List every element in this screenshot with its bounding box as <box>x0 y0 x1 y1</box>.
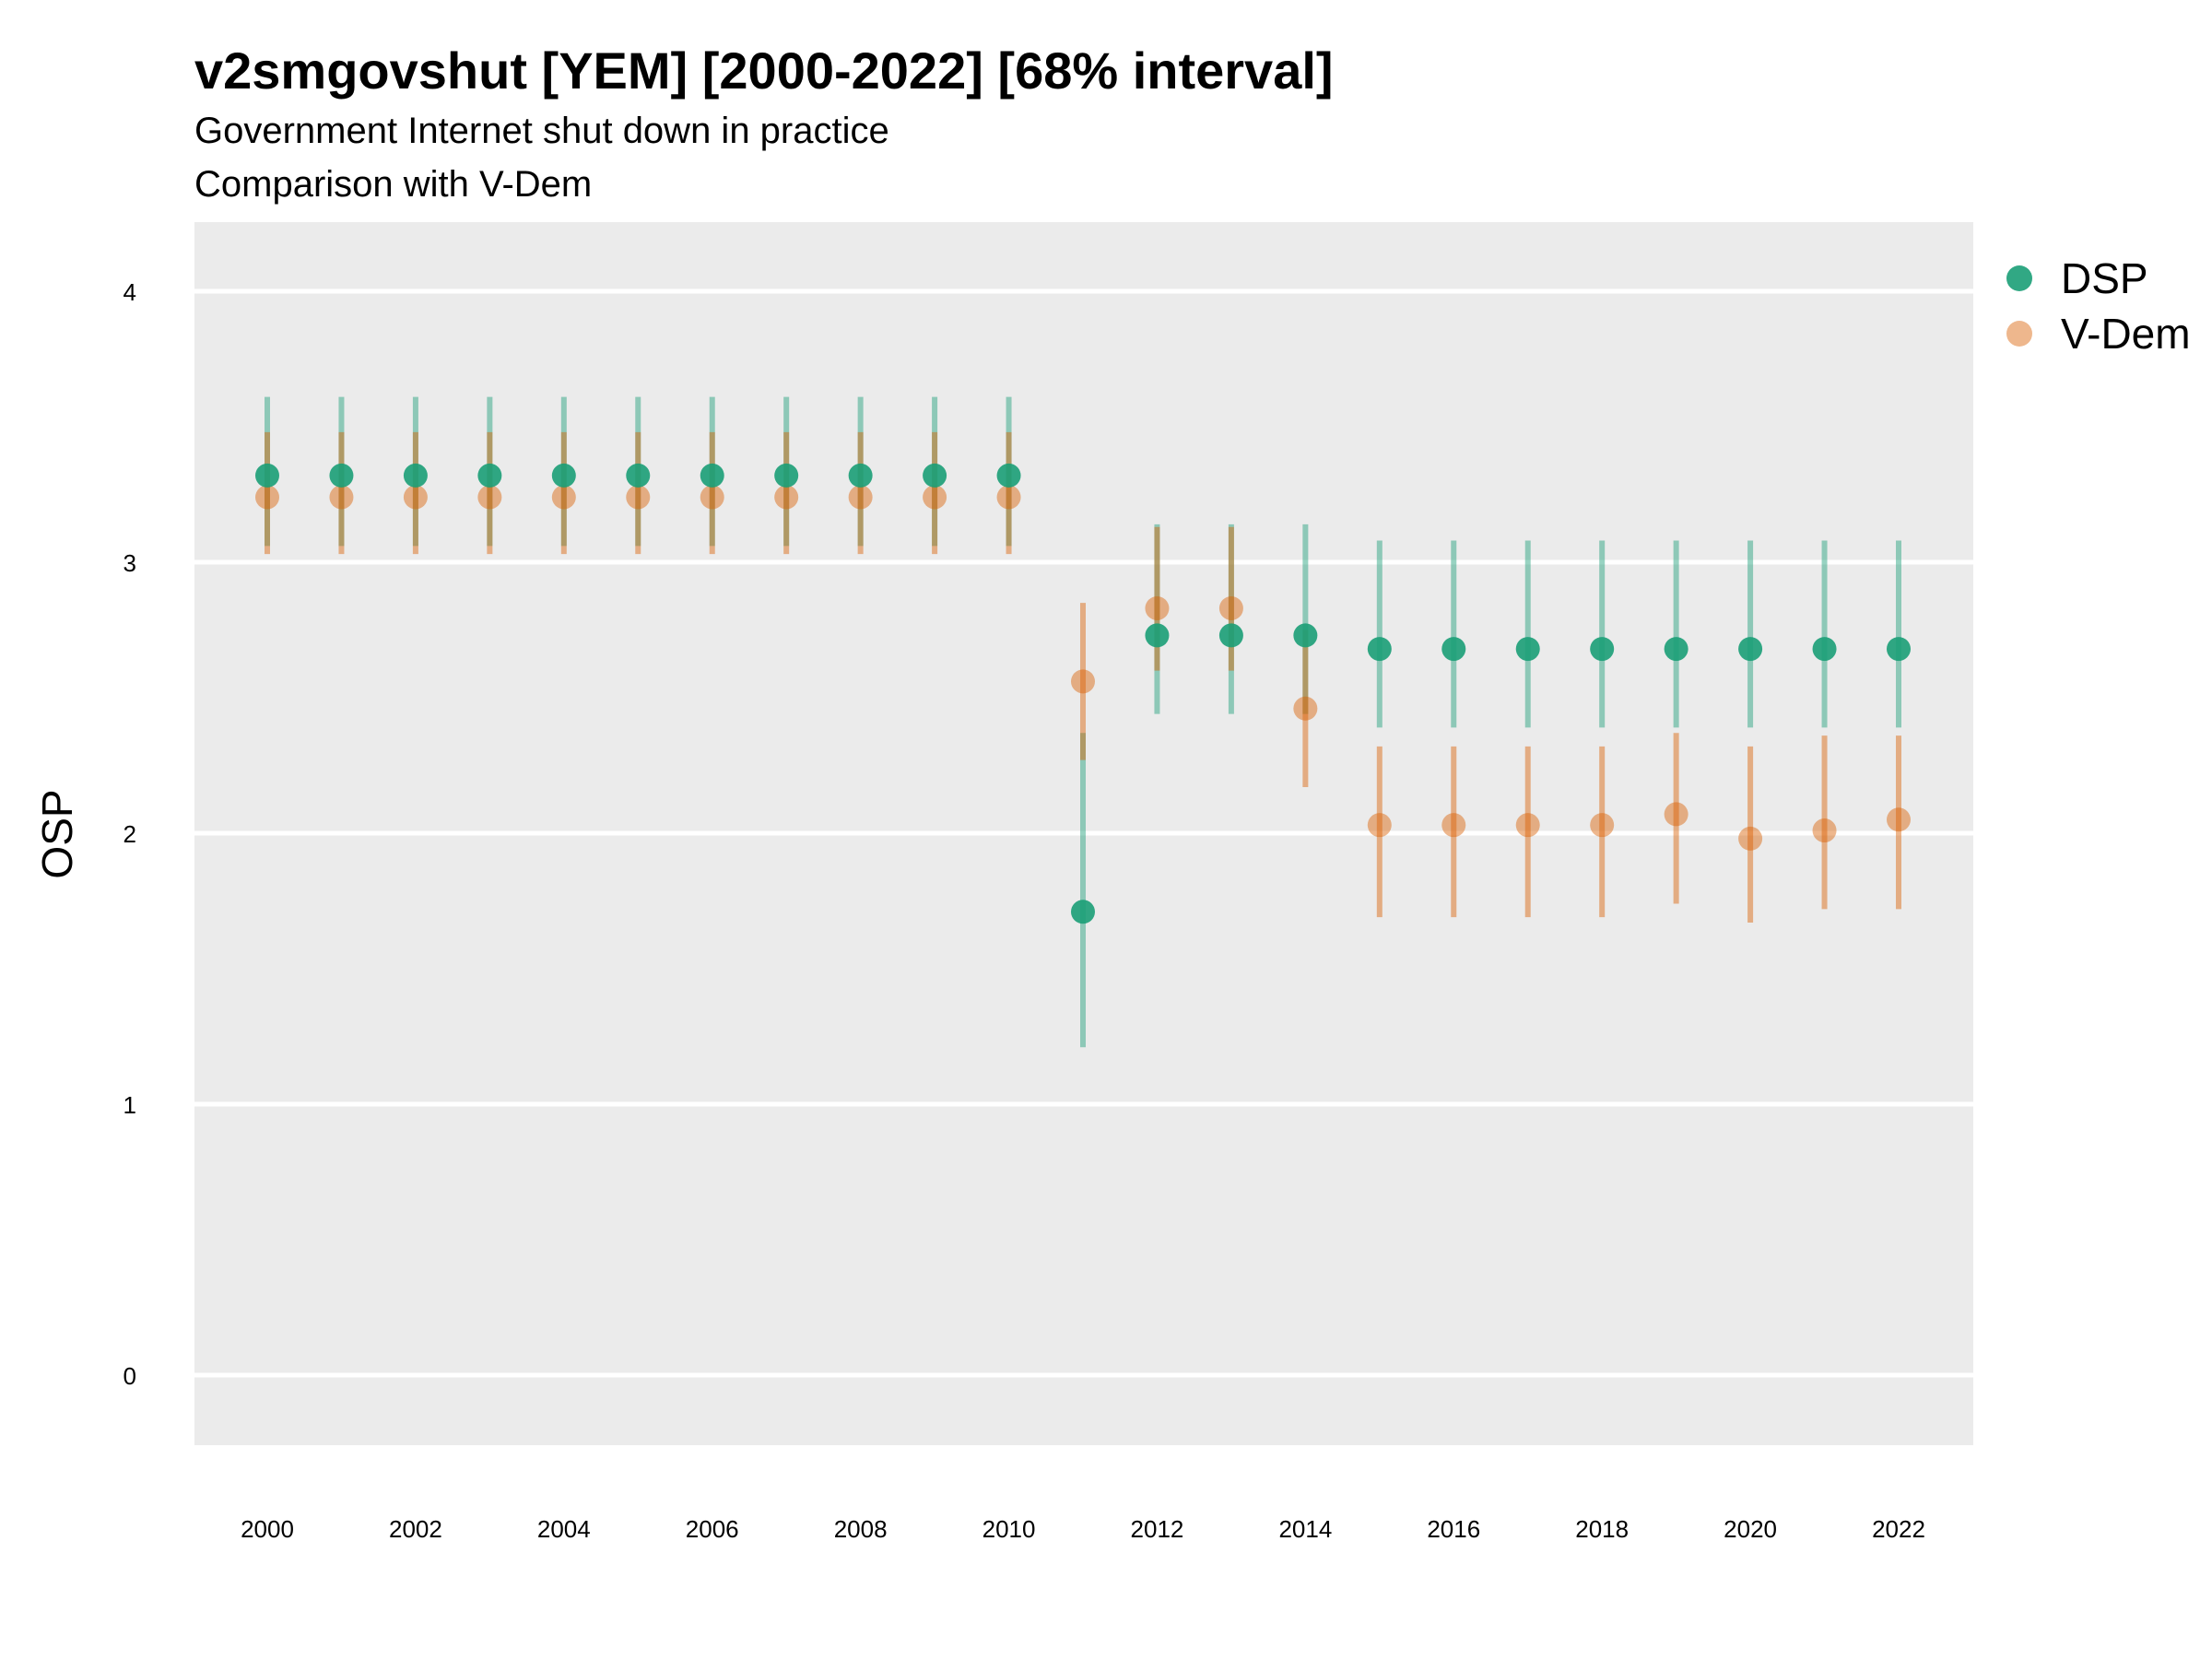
point-vdem-2004 <box>551 485 576 510</box>
point-vdem-2015 <box>1367 813 1392 838</box>
point-vdem-2008 <box>848 485 873 510</box>
point-vdem-2006 <box>700 485 724 510</box>
y-axis-label: OSP <box>33 789 81 878</box>
y-tick-label-0: 0 <box>124 1362 136 1390</box>
point-dsp-2000 <box>255 463 279 488</box>
chart-subtitle-line-2: Comparison with V-Dem <box>194 164 592 205</box>
point-vdem-2016 <box>1441 813 1466 838</box>
data-points <box>255 463 1911 924</box>
x-tick-label-2002: 2002 <box>389 1515 442 1543</box>
x-tick-label-2020: 2020 <box>1724 1515 1777 1543</box>
x-axis-ticks: 2000 2002 2004 2006 2008 2010 2012 2014 2016 2018… <box>241 1515 1925 1543</box>
legend-marker-vdem <box>2006 321 2032 347</box>
point-vdem-2019 <box>1664 802 1688 827</box>
point-vdem-2018 <box>1590 813 1615 838</box>
point-vdem-2013 <box>1218 595 1243 620</box>
point-dsp-2002 <box>403 463 428 488</box>
point-vdem-2020 <box>1738 826 1763 851</box>
point-dsp-2014 <box>1293 623 1318 648</box>
point-vdem-2001 <box>329 485 354 510</box>
point-dsp-2019 <box>1664 637 1688 662</box>
point-dsp-2011 <box>1071 900 1095 924</box>
x-tick-label-2016: 2016 <box>1427 1515 1480 1543</box>
y-tick-label-2: 2 <box>124 820 136 848</box>
chart-title: v2smgovshut [YEM] [2000-2022] [68% inter… <box>194 41 1334 100</box>
point-dsp-2012 <box>1145 623 1170 648</box>
chart-subtitle-line-1: Government Internet shut down in practic… <box>194 111 889 151</box>
point-dsp-2020 <box>1738 637 1763 662</box>
point-vdem-2012 <box>1145 595 1170 620</box>
legend-label-vdem: V-Dem <box>2061 310 2191 358</box>
y-tick-label-4: 4 <box>124 278 136 306</box>
point-vdem-2017 <box>1515 813 1540 838</box>
grid-lines <box>194 288 1973 1378</box>
point-dsp-2010 <box>996 463 1021 488</box>
point-dsp-2001 <box>329 463 354 488</box>
point-vdem-2009 <box>923 485 947 510</box>
point-vdem-2021 <box>1812 818 1837 843</box>
point-vdem-2022 <box>1887 807 1911 832</box>
x-tick-label-2008: 2008 <box>834 1515 888 1543</box>
point-vdem-2010 <box>996 485 1021 510</box>
point-vdem-2007 <box>774 485 799 510</box>
point-dsp-2016 <box>1441 637 1466 662</box>
x-tick-label-2006: 2006 <box>686 1515 739 1543</box>
point-vdem-2000 <box>255 485 279 510</box>
x-tick-label-2010: 2010 <box>982 1515 1036 1543</box>
x-tick-label-2000: 2000 <box>241 1515 294 1543</box>
x-tick-label-2022: 2022 <box>1872 1515 1925 1543</box>
y-axis-ticks: 0 1 2 3 4 <box>124 278 136 1390</box>
point-dsp-2006 <box>700 463 724 488</box>
point-dsp-2013 <box>1218 623 1243 648</box>
legend-label-dsp: DSP <box>2061 254 2148 302</box>
x-tick-label-2018: 2018 <box>1575 1515 1629 1543</box>
x-tick-label-2014: 2014 <box>1278 1515 1332 1543</box>
legend-marker-dsp <box>2006 265 2032 291</box>
point-dsp-2007 <box>774 463 799 488</box>
point-vdem-2005 <box>626 485 651 510</box>
point-vdem-2011 <box>1071 669 1095 694</box>
point-dsp-2018 <box>1590 637 1615 662</box>
point-dsp-2008 <box>848 463 873 488</box>
x-tick-label-2012: 2012 <box>1131 1515 1184 1543</box>
x-tick-label-2004: 2004 <box>537 1515 591 1543</box>
point-dsp-2017 <box>1515 637 1540 662</box>
point-dsp-2004 <box>551 463 576 488</box>
y-tick-label-3: 3 <box>124 549 136 577</box>
point-dsp-2003 <box>477 463 502 488</box>
point-dsp-2015 <box>1367 637 1392 662</box>
point-dsp-2005 <box>626 463 651 488</box>
point-dsp-2021 <box>1812 637 1837 662</box>
y-tick-label-1: 1 <box>124 1091 136 1119</box>
point-dsp-2022 <box>1887 637 1911 662</box>
point-vdem-2003 <box>477 485 502 510</box>
legend: DSP V-Dem <box>2006 254 2191 358</box>
point-vdem-2002 <box>403 485 428 510</box>
point-dsp-2009 <box>923 463 947 488</box>
point-vdem-2014 <box>1293 696 1318 721</box>
